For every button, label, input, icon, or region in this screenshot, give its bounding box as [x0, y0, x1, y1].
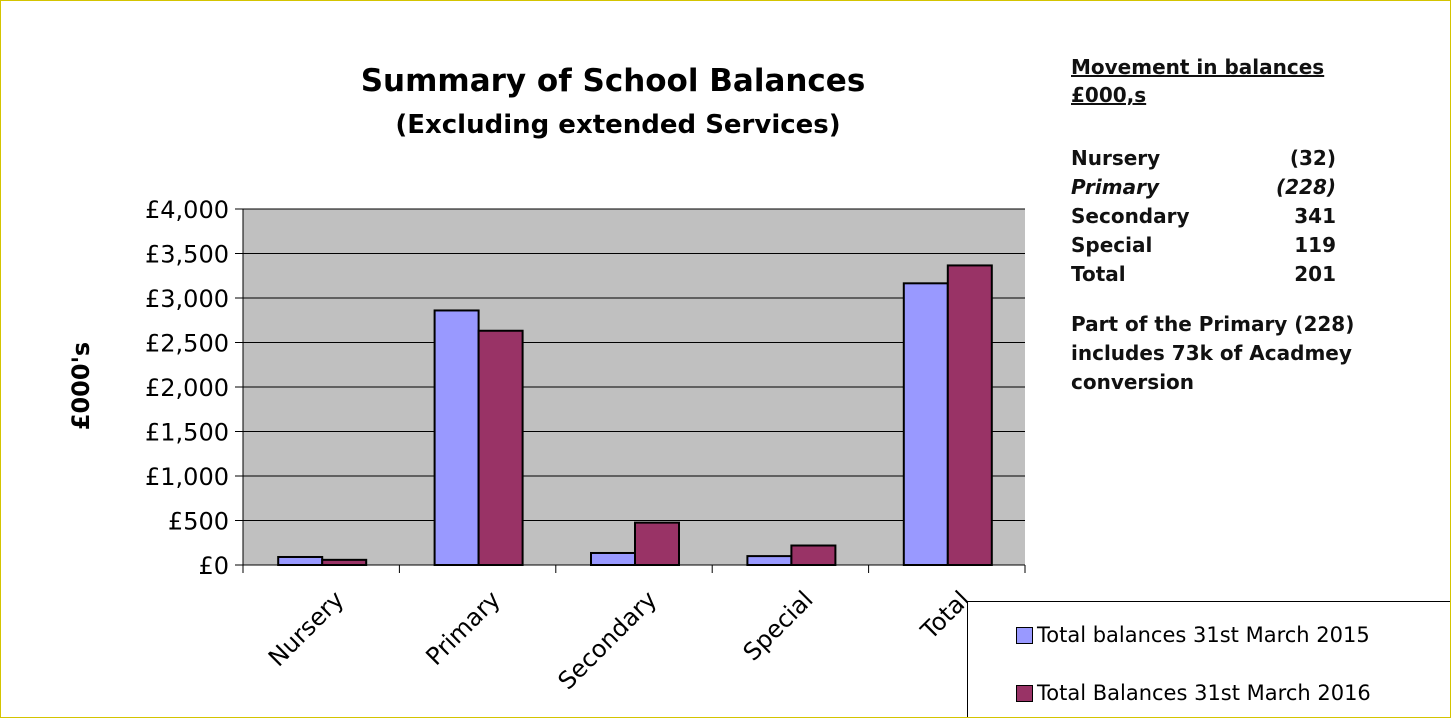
legend-label-2015: Total balances 31st March 2015	[1037, 623, 1370, 647]
chart-subtitle: (Excluding extended Services)	[395, 110, 840, 140]
bar-primary-series-2	[477, 329, 524, 567]
bar-secondary-series-1	[590, 551, 636, 566]
x-tick-label: Nursery	[263, 585, 350, 672]
legend-swatch-2016	[1016, 684, 1033, 702]
movement-row-value: 119	[1294, 232, 1336, 257]
movement-row-value: 341	[1294, 203, 1336, 228]
y-tick-label: £2,000	[145, 374, 229, 402]
bar-special-series-2	[790, 544, 837, 566]
movement-row: Total 201	[1071, 259, 1336, 288]
movement-row-label: Total	[1071, 261, 1126, 286]
x-tick-label: Primary	[420, 585, 505, 670]
y-tick-label: £4,000	[145, 196, 229, 224]
y-tick-label: £0	[198, 552, 229, 580]
chart-legend: Total balances 31st March 2015 Total Bal…	[967, 601, 1450, 717]
movement-row-label: Secondary	[1071, 203, 1190, 228]
legend-item-2015: Total balances 31st March 2015	[1016, 622, 1370, 648]
movement-row-label: Nursery	[1071, 145, 1161, 170]
y-tick-label: £500	[168, 508, 229, 536]
y-tick-label: £3,000	[145, 285, 229, 313]
movement-row-value: (32)	[1289, 145, 1336, 170]
movement-row-value: 201	[1294, 261, 1336, 286]
y-tick-label: £1,000	[145, 463, 229, 491]
bar-primary-series-1	[433, 309, 480, 566]
bar-nursery-series-2	[321, 558, 368, 567]
movement-heading-units: £000,s	[1071, 83, 1147, 107]
legend-swatch-2015	[1016, 626, 1033, 644]
legend-item-2016: Total Balances 31st March 2016	[1016, 680, 1371, 706]
x-tick-label: Secondary	[553, 585, 663, 695]
movement-row: Nursery (32)	[1071, 143, 1336, 172]
bar-nursery-series-1	[277, 555, 324, 566]
legend-label-2016: Total Balances 31st March 2016	[1037, 681, 1371, 705]
movement-heading: Movement in balances	[1071, 55, 1325, 79]
bar-total-series-1	[902, 282, 949, 566]
y-tick-label: £3,500	[145, 241, 229, 269]
movement-row: Special 119	[1071, 230, 1336, 259]
y-axis-label: £000's	[67, 342, 95, 430]
bar-secondary-series-2	[634, 521, 680, 566]
bar-special-series-1	[746, 555, 793, 566]
y-tick-label: £2,500	[145, 330, 229, 358]
movement-note: Part of the Primary (228) includes 73k o…	[1071, 312, 1355, 394]
movement-row-value: (228)	[1275, 174, 1336, 199]
movement-row-label: Primary	[1071, 174, 1159, 199]
movement-row: Primary (228)	[1071, 172, 1336, 201]
movement-row-label: Special	[1071, 232, 1153, 257]
movement-row: Secondary 341	[1071, 201, 1336, 230]
bar-total-series-2	[946, 264, 993, 566]
x-tick-label: Special	[738, 585, 819, 666]
y-tick-label: £1,500	[145, 419, 229, 447]
movement-table: Nursery (32) Primary (228) Secondary 341 Sp…	[1071, 143, 1336, 288]
chart-title: Summary of School Balances	[361, 63, 866, 99]
movement-panel: Movement in balances £000,s Nursery (32) …	[1071, 53, 1431, 397]
